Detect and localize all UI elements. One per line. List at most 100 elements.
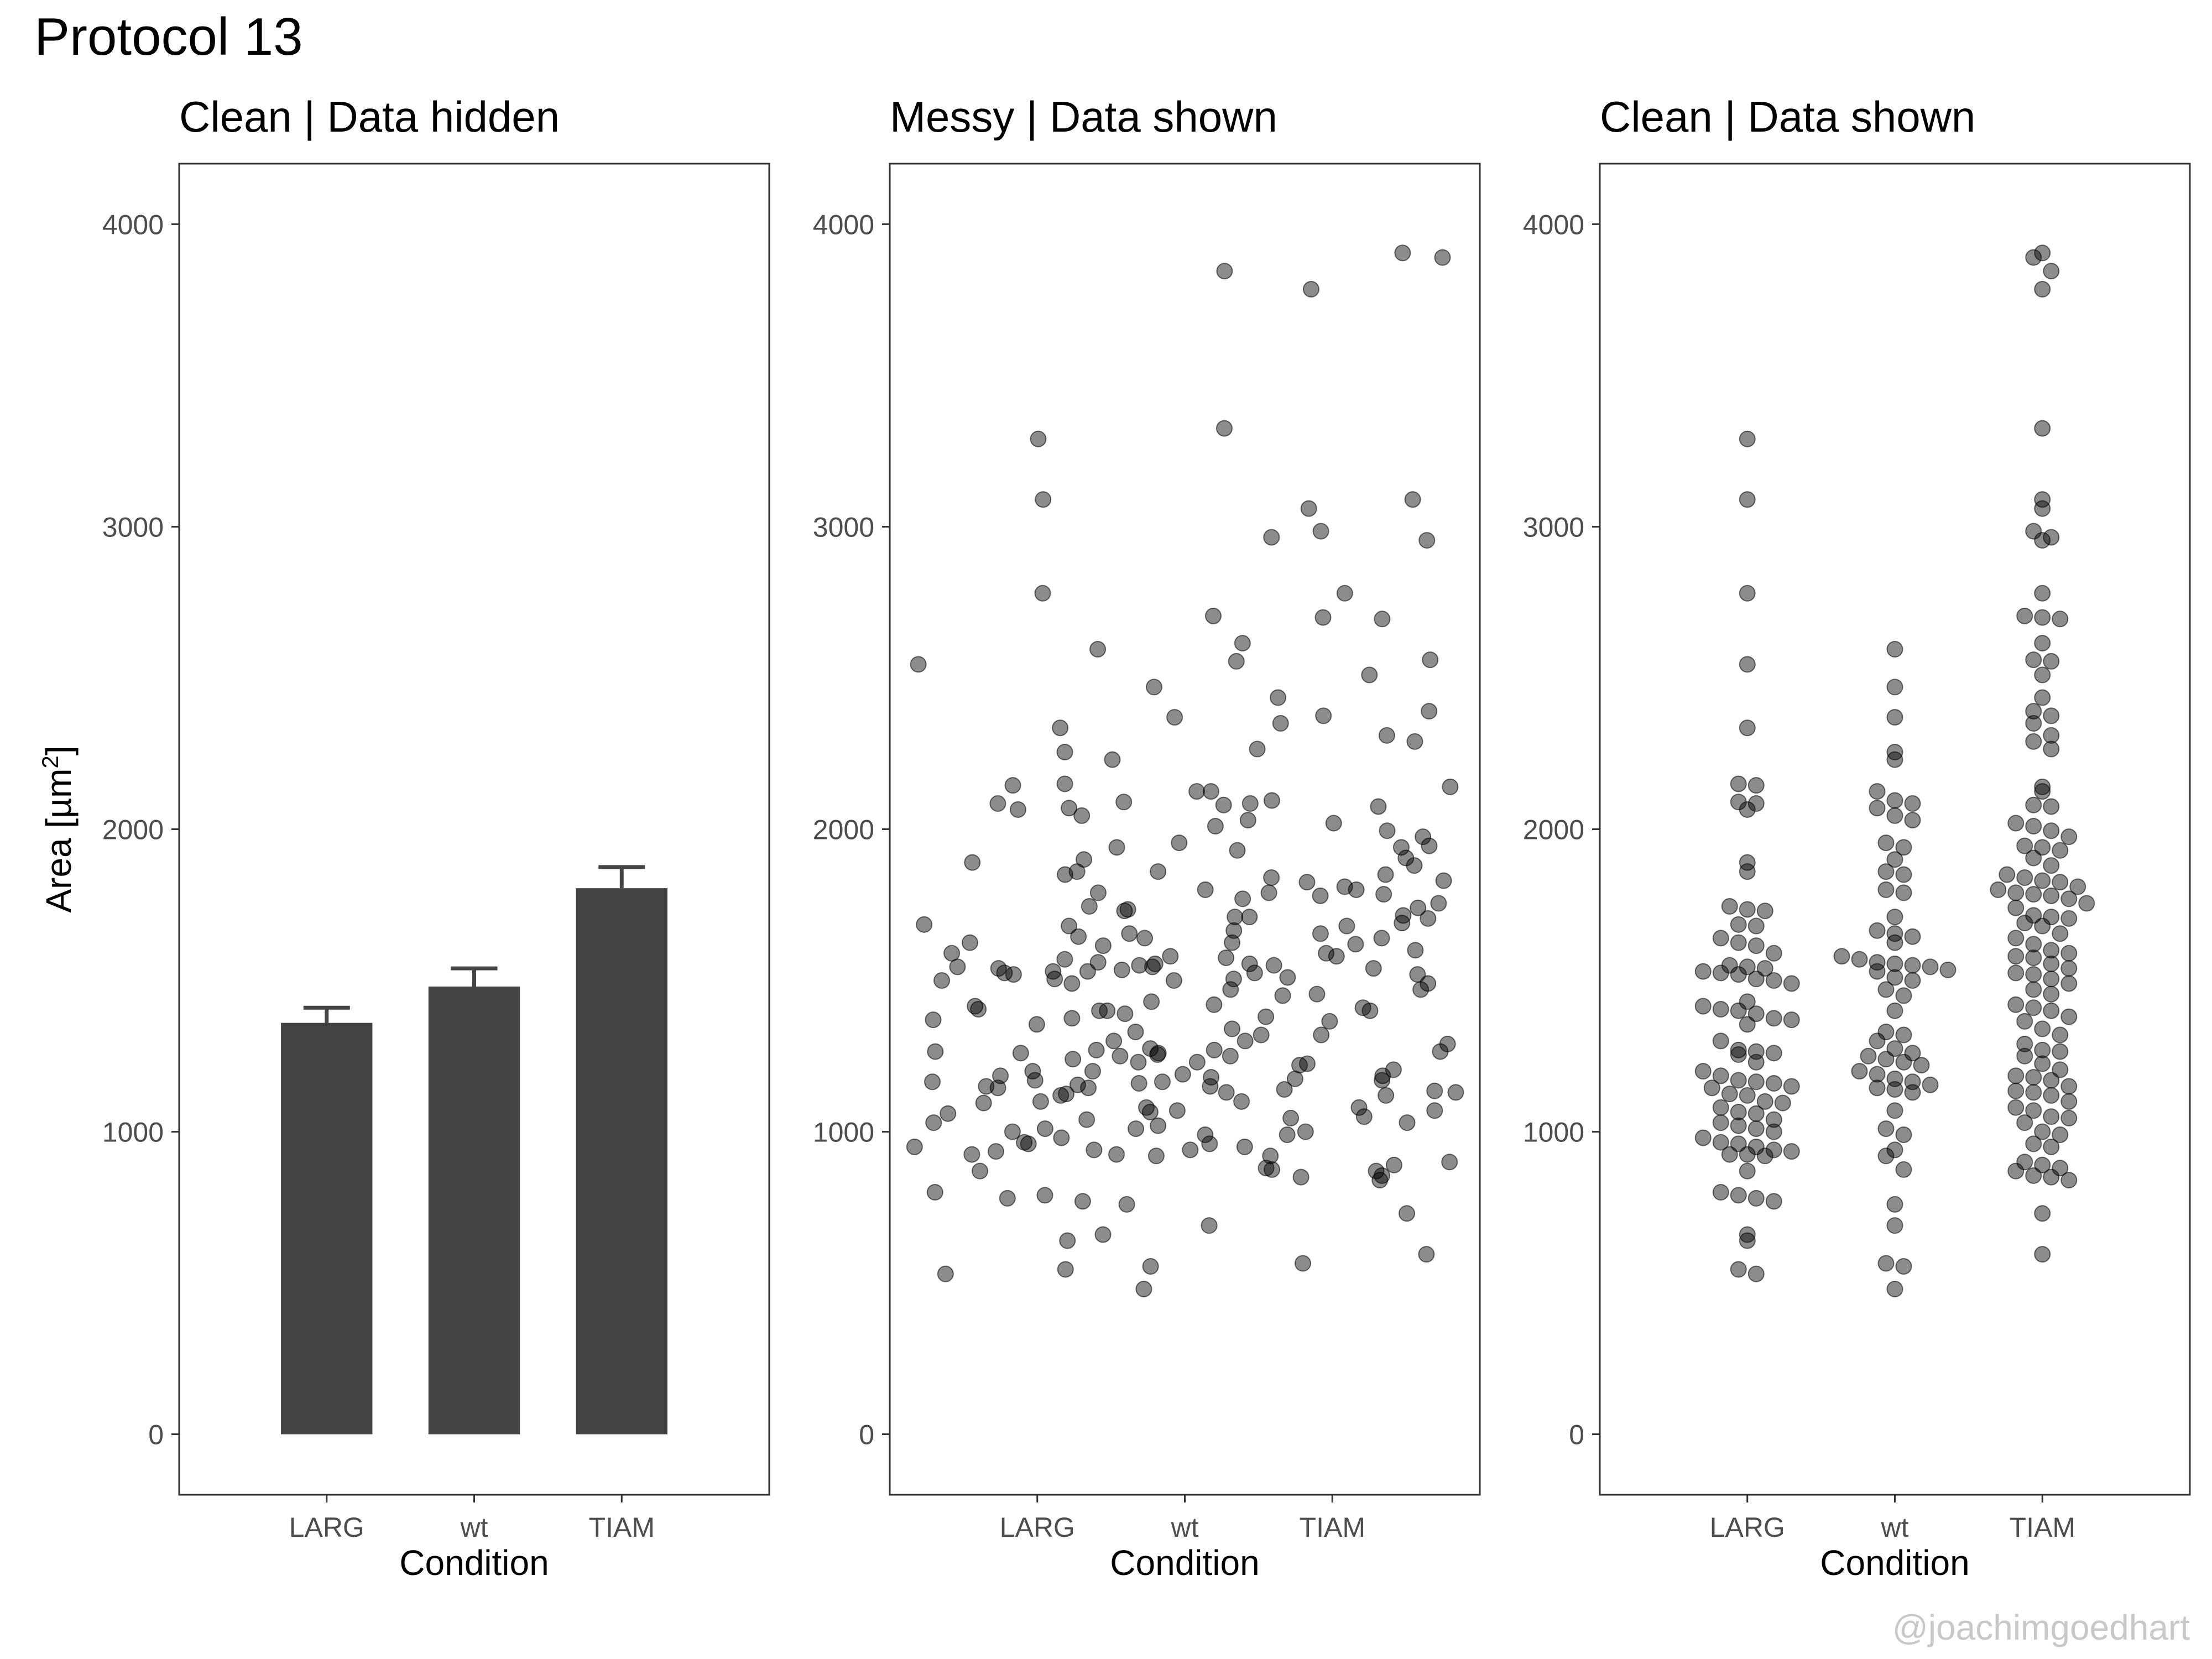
data-point (1904, 1084, 1921, 1101)
data-point (2060, 1078, 2078, 1095)
y-axis-title-part: Area [µm (39, 769, 79, 913)
data-point (1225, 971, 1242, 988)
data-point (1215, 796, 1232, 813)
data-point (1286, 1070, 1303, 1087)
data-point (2043, 857, 2060, 874)
x-axis-title: Condition (1820, 1543, 1969, 1583)
y-tick-label: 4000 (1523, 209, 1584, 240)
data-point (1886, 1196, 1903, 1213)
data-point (2034, 783, 2051, 800)
data-point (1201, 1135, 1218, 1152)
data-point (1241, 955, 1258, 972)
data-point (1756, 960, 1773, 977)
data-point (1361, 666, 1378, 684)
x-axis-title: Condition (399, 1543, 549, 1583)
data-point (1415, 828, 1432, 846)
data-point (1375, 886, 1392, 903)
data-point (1236, 1138, 1253, 1155)
data-point (2043, 1002, 2060, 1019)
data-point (2060, 828, 2078, 846)
data-point (926, 1183, 943, 1201)
data-point (1298, 1055, 1316, 1072)
data-point (2034, 689, 2051, 706)
data-point (1712, 1114, 1729, 1131)
data-point (1904, 812, 1921, 829)
data-point (1136, 930, 1154, 947)
data-point (1321, 1013, 1338, 1030)
data-point (1201, 1217, 1218, 1234)
data-point (2007, 964, 2025, 982)
x-tick-label: TIAM (1300, 1512, 1365, 1543)
data-point (2043, 971, 2060, 988)
data-point (1165, 972, 1182, 989)
data-point (1150, 1045, 1167, 1062)
panel-title: Clean | Data hidden (179, 92, 560, 141)
data-point (1869, 922, 1886, 939)
data-point (1222, 1047, 1239, 1065)
data-point (2052, 1026, 2069, 1044)
data-point (2060, 1109, 2078, 1126)
data-point (1895, 987, 1912, 1004)
data-point (2016, 1114, 2033, 1131)
data-point (1084, 1063, 1101, 1080)
data-point (2025, 796, 2042, 813)
data-point (1127, 1024, 1144, 1041)
data-point (1239, 812, 1256, 829)
data-point (2060, 1008, 2078, 1025)
data-point (1224, 934, 1241, 951)
data-point (1091, 1002, 1108, 1019)
data-point (1108, 839, 1125, 856)
data-point (2025, 1069, 2042, 1086)
data-point (1313, 1026, 1330, 1044)
data-point (1028, 1016, 1045, 1033)
data-point (963, 1146, 980, 1163)
bar (428, 986, 520, 1434)
data-point (1418, 532, 1436, 549)
data-point (1058, 1086, 1075, 1103)
data-point (1851, 951, 1868, 968)
data-point (1144, 958, 1161, 975)
y-tick-label: 3000 (1523, 512, 1584, 542)
data-point (1712, 1000, 1729, 1018)
data-point (924, 1073, 941, 1091)
data-point (1730, 1135, 1747, 1152)
data-point (1379, 822, 1396, 839)
x-tick-label: wt (460, 1512, 488, 1543)
data-point (1765, 1045, 1782, 1062)
data-point (933, 972, 951, 989)
data-point (1739, 585, 1756, 602)
data-point (1877, 981, 1895, 998)
data-point (1202, 1078, 1219, 1095)
data-point (1877, 1255, 1895, 1272)
data-point (1756, 1093, 1773, 1110)
data-point (2016, 837, 2033, 854)
data-point (2052, 874, 2069, 891)
data-point (1739, 863, 1756, 880)
data-point (2034, 585, 2051, 602)
data-point (2060, 1172, 2078, 1189)
data-point (1130, 1053, 1147, 1071)
data-point (2078, 895, 2095, 912)
data-point (2034, 281, 2051, 298)
data-point (1430, 895, 1447, 912)
data-point (1886, 641, 1903, 658)
y-axis-title-part: ] (39, 745, 79, 755)
data-point (2043, 1168, 2060, 1186)
data-point (2034, 778, 2051, 795)
data-point (1318, 945, 1335, 962)
data-point (1112, 1047, 1129, 1065)
data-point (1886, 969, 1903, 986)
data-point (1877, 881, 1895, 898)
data-point (1325, 815, 1342, 832)
y-tick-label: 3000 (102, 512, 164, 542)
data-point (1739, 656, 1756, 673)
data-point (1312, 523, 1329, 540)
data-point (2034, 1041, 2051, 1058)
data-point (1721, 1086, 1738, 1103)
data-point (961, 934, 978, 951)
data-point (2043, 942, 2060, 959)
data-point (916, 916, 933, 933)
data-point (1712, 1183, 1729, 1201)
data-point (989, 1079, 1006, 1097)
data-point (1434, 249, 1451, 266)
